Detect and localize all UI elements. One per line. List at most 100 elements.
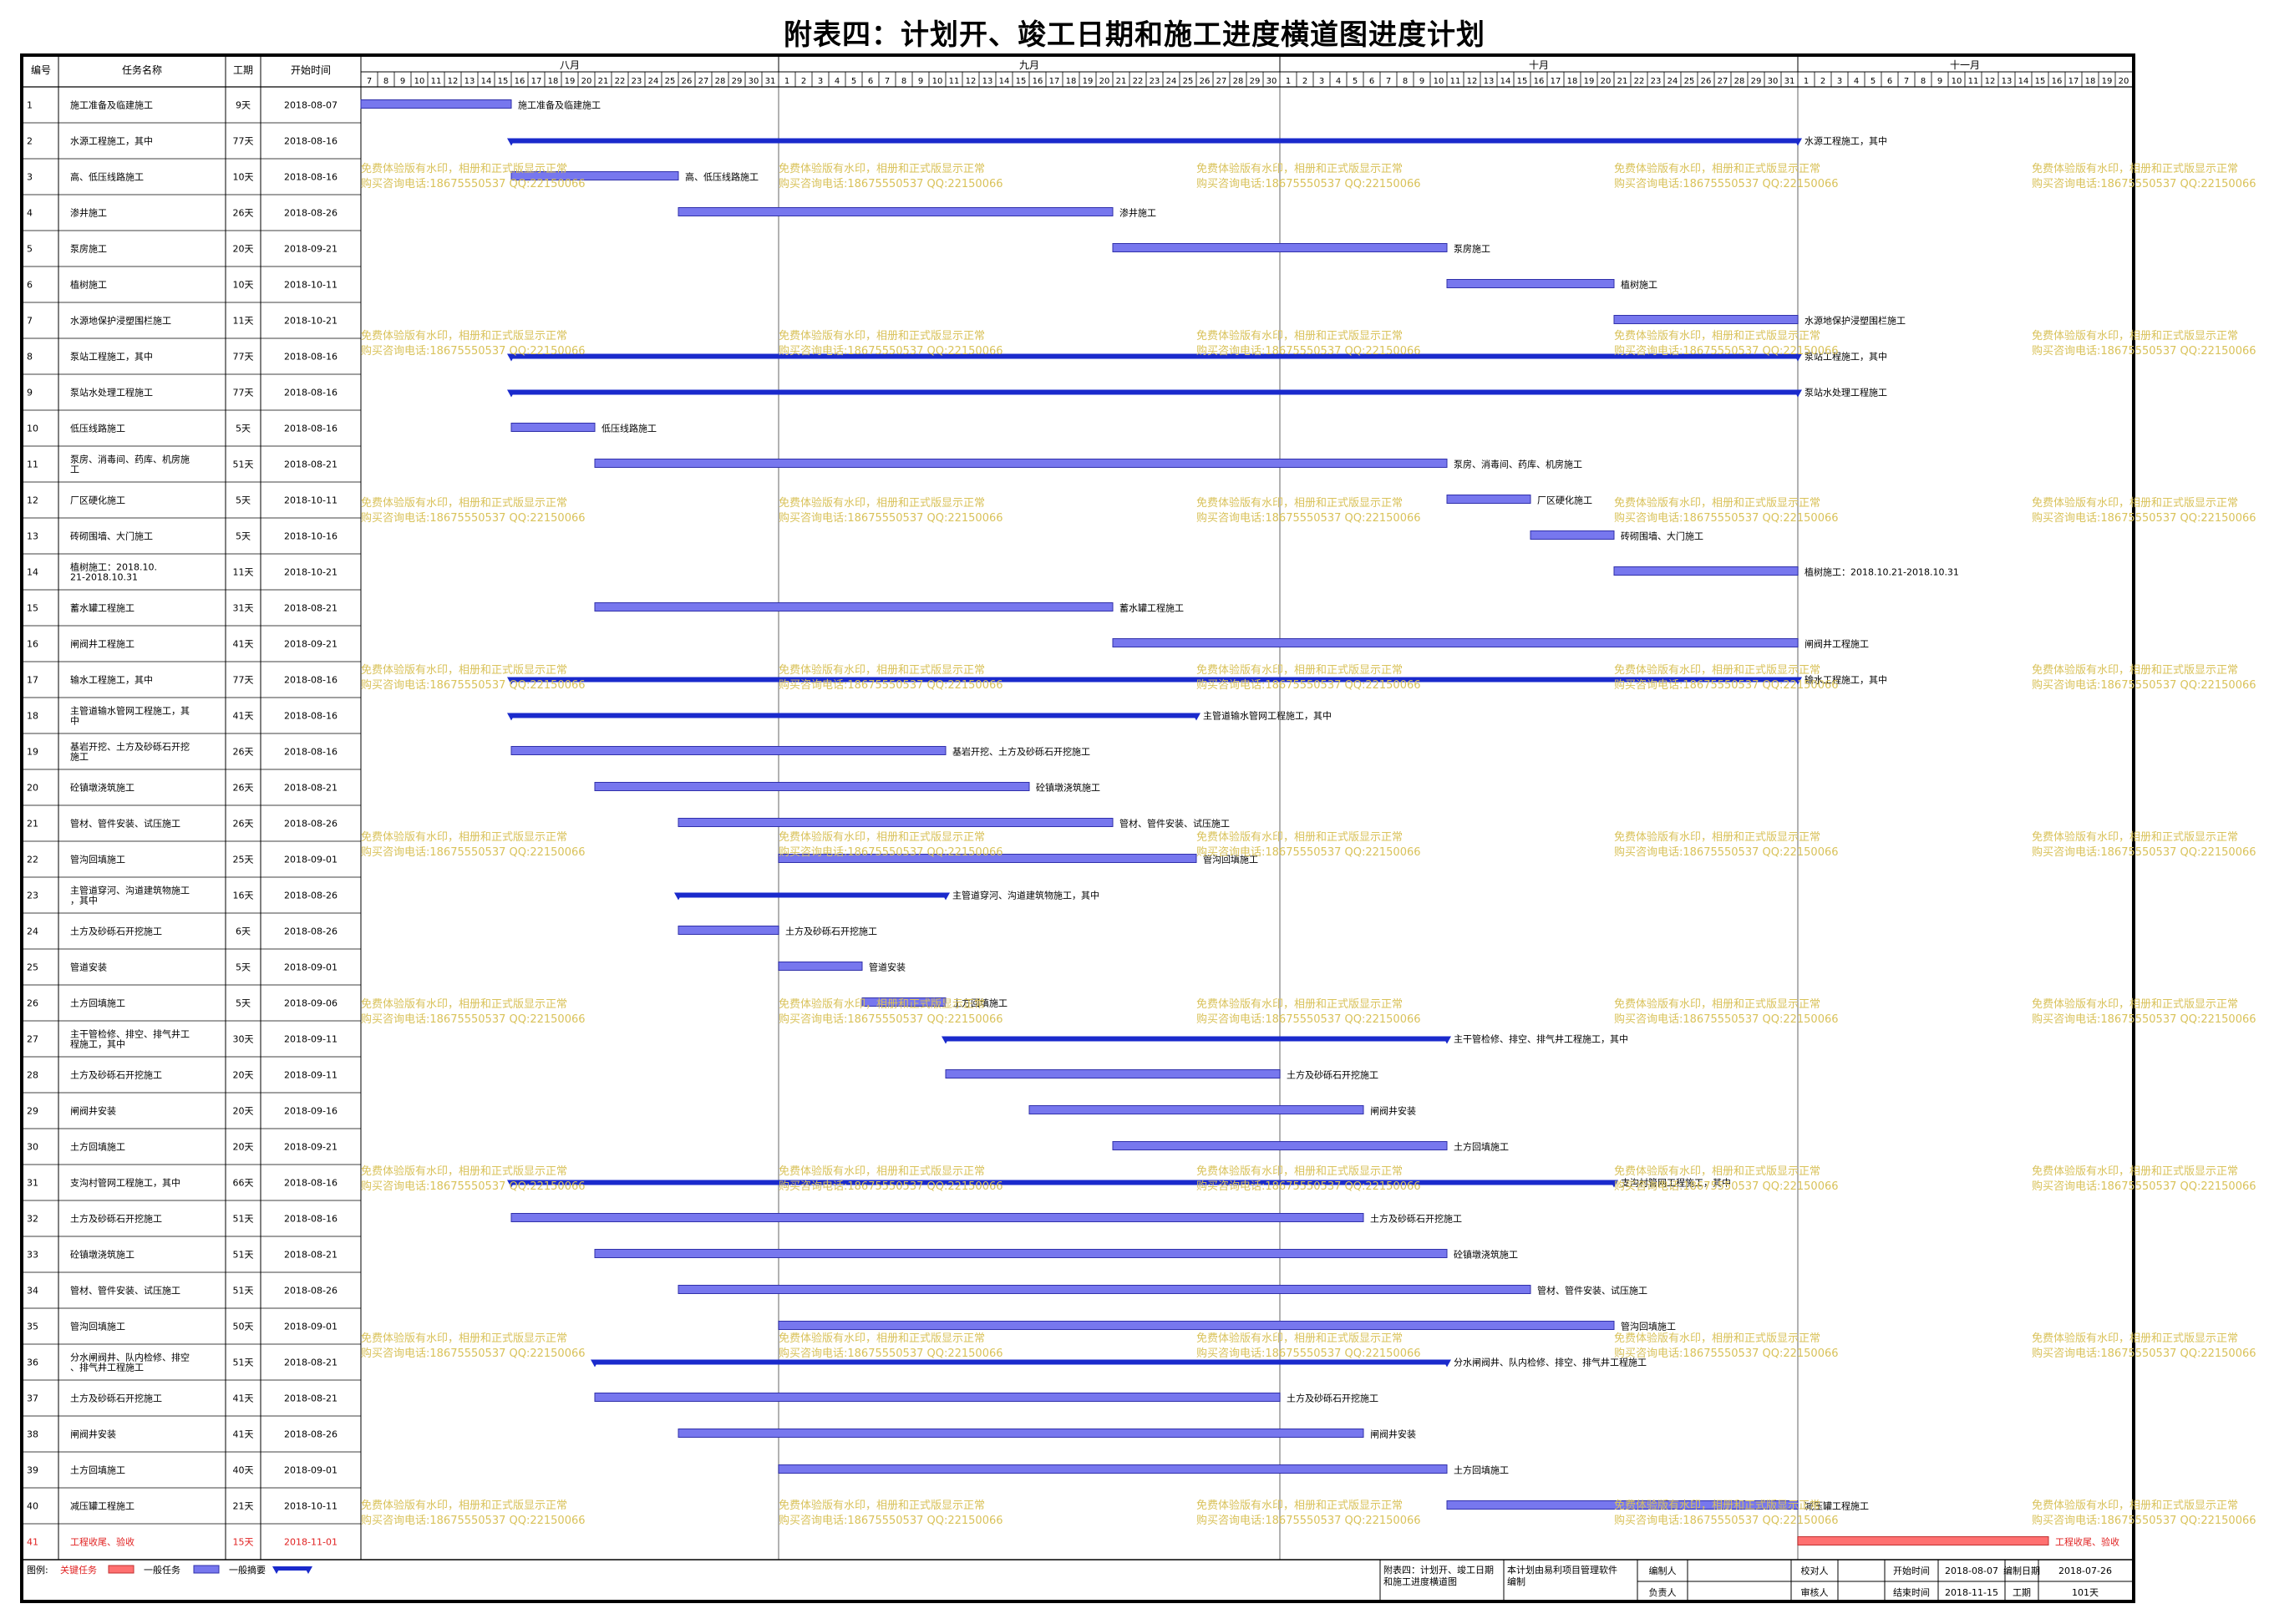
watermark-text: 免费体验版有水印，相册和正式版显示正常 bbox=[1614, 329, 1820, 343]
day-tick-label: 17 bbox=[2068, 77, 2079, 86]
watermark-text: 购买咨询电话:18675550537 QQ:22150066 bbox=[779, 1347, 1003, 1360]
summary-start-marker bbox=[674, 892, 683, 901]
footer-start-value: 2018-08-07 bbox=[1945, 1566, 1998, 1576]
task-bar-label: 主干管检修、排空、排气井工程施工，其中 bbox=[1454, 1033, 1628, 1045]
task-bar bbox=[594, 602, 1114, 612]
task-name: 土方及砂砾石开挖施工 bbox=[70, 1393, 162, 1404]
task-bar bbox=[510, 746, 947, 755]
task-bar-label: 砼镇墩浇筑施工 bbox=[1036, 782, 1100, 794]
task-bar bbox=[594, 1393, 1281, 1402]
task-duration: 11天 bbox=[233, 567, 254, 578]
task-bar-label: 管材、管件安装、试压施工 bbox=[1537, 1285, 1647, 1297]
summary-end-marker bbox=[1610, 1180, 1618, 1188]
watermark-text: 免费体验版有水印，相册和正式版显示正常 bbox=[2032, 1165, 2238, 1178]
task-start: 2018-08-07 bbox=[284, 100, 338, 111]
task-duration: 30天 bbox=[233, 1034, 254, 1045]
task-id: 6 bbox=[27, 280, 33, 291]
task-duration: 51天 bbox=[233, 1286, 254, 1297]
day-tick-label: 29 bbox=[1250, 77, 1261, 86]
task-name: 管沟回填施工 bbox=[70, 854, 125, 865]
task-bar bbox=[678, 1285, 1531, 1294]
footer-doc-title: 和施工进度横道图 bbox=[1383, 1576, 1457, 1587]
summary-start-marker bbox=[507, 713, 515, 721]
task-start: 2018-10-16 bbox=[284, 531, 338, 542]
task-duration: 51天 bbox=[233, 1214, 254, 1225]
task-name: 支沟村管网工程施工，其中 bbox=[70, 1177, 180, 1189]
task-id: 18 bbox=[27, 711, 38, 722]
watermark-text: 购买咨询电话:18675550537 QQ:22150066 bbox=[1196, 177, 1421, 190]
watermark-text: 免费体验版有水印，相册和正式版显示正常 bbox=[779, 663, 985, 677]
task-duration: 26天 bbox=[233, 747, 254, 758]
summary-end-marker bbox=[1794, 353, 1802, 362]
day-tick-label: 13 bbox=[982, 77, 993, 86]
task-id: 33 bbox=[27, 1250, 38, 1261]
task-start: 2018-09-21 bbox=[284, 244, 338, 255]
watermark-text: 购买咨询电话:18675550537 QQ:22150066 bbox=[1614, 511, 1839, 525]
day-tick-label: 18 bbox=[548, 77, 559, 86]
watermark-text: 购买咨询电话:18675550537 QQ:22150066 bbox=[361, 1012, 586, 1026]
task-name: ，其中 bbox=[70, 896, 98, 906]
watermark-text: 购买咨询电话:18675550537 QQ:22150066 bbox=[361, 1514, 586, 1527]
watermark-text: 购买咨询电话:18675550537 QQ:22150066 bbox=[779, 1012, 1003, 1026]
task-duration: 51天 bbox=[233, 1358, 254, 1368]
watermark-text: 免费体验版有水印，相册和正式版显示正常 bbox=[2032, 1499, 2238, 1512]
day-tick-label: 13 bbox=[464, 77, 475, 86]
day-tick-label: 17 bbox=[531, 77, 542, 86]
watermark-text: 免费体验版有水印，相册和正式版显示正常 bbox=[361, 496, 567, 510]
header-start-date: 开始时间 bbox=[291, 64, 331, 76]
watermark-text: 免费体验版有水印，相册和正式版显示正常 bbox=[1614, 830, 1820, 844]
task-id: 22 bbox=[27, 855, 38, 865]
task-id: 8 bbox=[27, 352, 33, 363]
task-start: 2018-09-01 bbox=[284, 1322, 338, 1332]
task-id: 38 bbox=[27, 1429, 38, 1440]
task-id: 28 bbox=[27, 1070, 38, 1081]
task-bar-label: 闸阀井安装 bbox=[1370, 1105, 1416, 1117]
task-name: 泵站工程施工，其中 bbox=[70, 351, 153, 363]
watermark-text: 购买咨询电话:18675550537 QQ:22150066 bbox=[779, 1514, 1003, 1527]
day-tick-label: 11 bbox=[431, 77, 442, 86]
day-tick-label: 29 bbox=[1751, 77, 1762, 86]
task-bar bbox=[360, 99, 512, 109]
task-bar-label: 管沟回填施工 bbox=[1203, 854, 1258, 865]
task-id: 29 bbox=[27, 1106, 38, 1117]
task-bar bbox=[678, 926, 779, 935]
task-start: 2018-09-21 bbox=[284, 639, 338, 650]
task-start: 2018-11-01 bbox=[284, 1537, 338, 1548]
task-start: 2018-08-26 bbox=[284, 926, 338, 937]
day-tick-label: 26 bbox=[1701, 77, 1712, 86]
task-name: 管沟回填施工 bbox=[70, 1321, 125, 1332]
day-tick-label: 13 bbox=[1484, 77, 1495, 86]
summary-end-marker bbox=[1794, 389, 1802, 398]
summary-start-marker bbox=[507, 353, 515, 362]
day-tick-label: 28 bbox=[1734, 77, 1745, 86]
task-duration: 10天 bbox=[233, 280, 254, 291]
task-duration: 25天 bbox=[233, 855, 254, 865]
day-tick-label: 19 bbox=[1083, 77, 1094, 86]
day-tick-label: 10 bbox=[1434, 77, 1444, 86]
task-id: 4 bbox=[27, 208, 33, 219]
footer-start-label: 开始时间 bbox=[1893, 1565, 1930, 1576]
task-id: 11 bbox=[27, 459, 38, 470]
task-id: 24 bbox=[27, 926, 38, 937]
task-start: 2018-08-16 bbox=[284, 388, 338, 398]
month-label: 八月 bbox=[560, 59, 580, 71]
watermark-text: 购买咨询电话:18675550537 QQ:22150066 bbox=[2032, 1347, 2256, 1360]
task-duration: 26天 bbox=[233, 208, 254, 219]
task-duration: 41天 bbox=[233, 639, 254, 650]
task-bar bbox=[778, 1321, 1615, 1330]
watermark-text: 免费体验版有水印，相册和正式版显示正常 bbox=[1196, 830, 1403, 844]
day-tick-label: 23 bbox=[1651, 77, 1662, 86]
task-duration: 41天 bbox=[233, 1429, 254, 1440]
day-tick-label: 12 bbox=[1467, 77, 1478, 86]
watermark-text: 购买咨询电话:18675550537 QQ:22150066 bbox=[2032, 1012, 2256, 1026]
task-name: 泵房施工 bbox=[70, 244, 107, 255]
task-name: 砼镇墩浇筑施工 bbox=[70, 782, 135, 794]
day-tick-label: 12 bbox=[966, 77, 977, 86]
task-bar bbox=[861, 997, 947, 1007]
summary-end-marker bbox=[1794, 677, 1802, 685]
day-tick-label: 9 bbox=[918, 77, 923, 86]
watermark-text: 免费体验版有水印，相册和正式版显示正常 bbox=[2032, 329, 2238, 343]
day-tick-label: 5 bbox=[1353, 77, 1358, 86]
task-bar-label: 基岩开挖、土方及砂砾石开挖施工 bbox=[952, 746, 1090, 758]
day-tick-label: 24 bbox=[1667, 77, 1678, 86]
